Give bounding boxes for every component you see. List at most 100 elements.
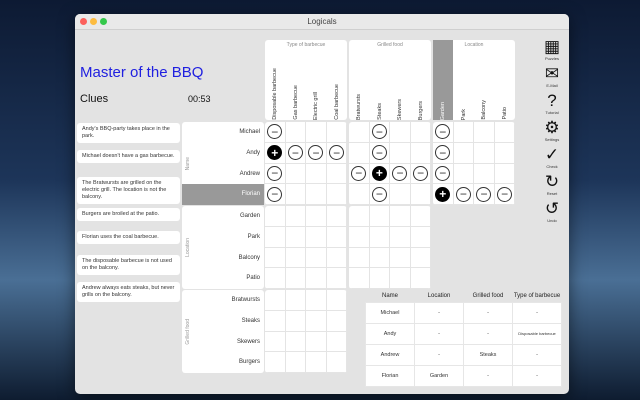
grid-cell[interactable] bbox=[306, 331, 327, 353]
column-header[interactable]: Bratwursts bbox=[349, 40, 369, 120]
grid-cell[interactable]: − bbox=[433, 122, 454, 143]
grid-cell[interactable] bbox=[410, 247, 431, 269]
toolbar-button-email[interactable]: ✉ E-Mail bbox=[539, 65, 565, 89]
grid-cell[interactable]: − bbox=[453, 184, 475, 205]
row-header[interactable]: Balcony bbox=[182, 248, 264, 269]
row-header[interactable]: Bratwursts bbox=[182, 290, 264, 311]
grid-cell[interactable] bbox=[326, 206, 347, 227]
row-header[interactable]: Michael bbox=[182, 122, 264, 143]
grid-cell[interactable] bbox=[349, 247, 370, 269]
column-header[interactable]: Garden bbox=[433, 40, 453, 120]
grid-cell[interactable]: + bbox=[433, 184, 454, 205]
grid-cell[interactable] bbox=[326, 226, 347, 248]
grid-cell[interactable]: − bbox=[390, 163, 411, 185]
toolbar-button-check[interactable]: ✓ Check bbox=[539, 146, 565, 170]
grid-cell[interactable] bbox=[306, 310, 327, 332]
grid-cell[interactable] bbox=[326, 247, 347, 269]
grid-cell[interactable] bbox=[390, 142, 411, 164]
grid-cell[interactable] bbox=[410, 268, 431, 289]
grid-cell[interactable] bbox=[326, 331, 347, 353]
close-button[interactable] bbox=[80, 18, 87, 25]
grid-cell[interactable]: − bbox=[433, 163, 454, 185]
grid-cell[interactable] bbox=[265, 247, 286, 269]
row-header[interactable]: Steaks bbox=[182, 311, 264, 332]
zoom-button[interactable] bbox=[100, 18, 107, 25]
row-header[interactable]: Andy bbox=[182, 143, 264, 164]
column-header[interactable]: Gas barbecue bbox=[286, 40, 306, 120]
grid-cell[interactable] bbox=[494, 163, 515, 185]
grid-cell[interactable] bbox=[326, 163, 347, 185]
grid-cell[interactable] bbox=[369, 226, 391, 248]
grid-cell[interactable] bbox=[326, 184, 347, 205]
grid-cell[interactable] bbox=[265, 226, 286, 248]
grid-cell[interactable] bbox=[349, 226, 370, 248]
grid-cell[interactable] bbox=[285, 290, 307, 311]
grid-cell[interactable]: − bbox=[326, 142, 347, 164]
grid-cell[interactable] bbox=[410, 184, 431, 205]
grid-cell[interactable]: − bbox=[306, 142, 327, 164]
grid-cell[interactable]: − bbox=[433, 142, 454, 164]
toolbar-button-settings[interactable]: ⚙ Settings bbox=[539, 119, 565, 143]
grid-cell[interactable] bbox=[349, 206, 370, 227]
grid-cell[interactable] bbox=[349, 122, 370, 143]
column-header[interactable]: Park bbox=[454, 40, 474, 120]
grid-cell[interactable] bbox=[410, 226, 431, 248]
grid-cell[interactable] bbox=[285, 247, 307, 269]
grid-cell[interactable] bbox=[474, 163, 495, 185]
grid-cell[interactable] bbox=[410, 142, 431, 164]
row-header[interactable]: Patio bbox=[182, 268, 264, 289]
grid-cell[interactable] bbox=[265, 310, 286, 332]
column-header[interactable]: Patio bbox=[495, 40, 515, 120]
grid-cell[interactable] bbox=[349, 184, 370, 205]
grid-cell[interactable] bbox=[265, 352, 286, 373]
grid-cell[interactable] bbox=[369, 206, 391, 227]
grid-cell[interactable]: − bbox=[265, 163, 286, 185]
grid-cell[interactable] bbox=[494, 122, 515, 143]
grid-cell[interactable] bbox=[410, 206, 431, 227]
grid-cell[interactable] bbox=[474, 142, 495, 164]
grid-cell[interactable] bbox=[369, 247, 391, 269]
grid-cell[interactable] bbox=[390, 247, 411, 269]
grid-cell[interactable] bbox=[306, 206, 327, 227]
grid-cell[interactable] bbox=[306, 184, 327, 205]
grid-cell[interactable] bbox=[265, 290, 286, 311]
grid-cell[interactable]: − bbox=[265, 122, 286, 143]
grid-cell[interactable]: − bbox=[369, 142, 391, 164]
grid-cell[interactable] bbox=[306, 290, 327, 311]
row-header[interactable]: Park bbox=[182, 227, 264, 248]
row-header[interactable]: Andrew bbox=[182, 164, 264, 185]
row-header[interactable]: Skewers bbox=[182, 332, 264, 353]
grid-cell[interactable] bbox=[265, 206, 286, 227]
column-header[interactable]: Coal barbecue bbox=[327, 40, 347, 120]
grid-cell[interactable] bbox=[326, 290, 347, 311]
grid-cell[interactable] bbox=[326, 268, 347, 289]
column-header[interactable]: Electric grill bbox=[306, 40, 326, 120]
column-header[interactable]: Skewers bbox=[390, 40, 410, 120]
grid-cell[interactable] bbox=[285, 268, 307, 289]
grid-cell[interactable] bbox=[410, 122, 431, 143]
toolbar-button-puzzles[interactable]: ▦ Puzzles bbox=[539, 38, 565, 62]
grid-cell[interactable] bbox=[390, 206, 411, 227]
grid-cell[interactable]: − bbox=[265, 184, 286, 205]
row-header[interactable]: Florian bbox=[182, 184, 264, 206]
grid-cell[interactable]: − bbox=[285, 142, 307, 164]
grid-cell[interactable] bbox=[306, 122, 327, 143]
minimize-button[interactable] bbox=[90, 18, 97, 25]
grid-cell[interactable] bbox=[453, 142, 475, 164]
grid-cell[interactable] bbox=[326, 310, 347, 332]
grid-cell[interactable] bbox=[494, 142, 515, 164]
grid-cell[interactable] bbox=[326, 352, 347, 373]
column-header[interactable]: Steaks bbox=[370, 40, 390, 120]
grid-cell[interactable] bbox=[285, 163, 307, 185]
column-header[interactable]: Disposable barbecue bbox=[265, 40, 285, 120]
grid-cell[interactable] bbox=[390, 268, 411, 289]
grid-cell[interactable] bbox=[285, 206, 307, 227]
grid-cell[interactable] bbox=[349, 142, 370, 164]
column-header[interactable]: Burgers bbox=[411, 40, 431, 120]
row-header[interactable]: Burgers bbox=[182, 352, 264, 373]
grid-cell[interactable]: − bbox=[474, 184, 495, 205]
toolbar-button-tutorial[interactable]: ? Tutorial bbox=[539, 92, 565, 116]
grid-cell[interactable] bbox=[306, 163, 327, 185]
grid-cell[interactable] bbox=[390, 226, 411, 248]
grid-cell[interactable] bbox=[306, 352, 327, 373]
